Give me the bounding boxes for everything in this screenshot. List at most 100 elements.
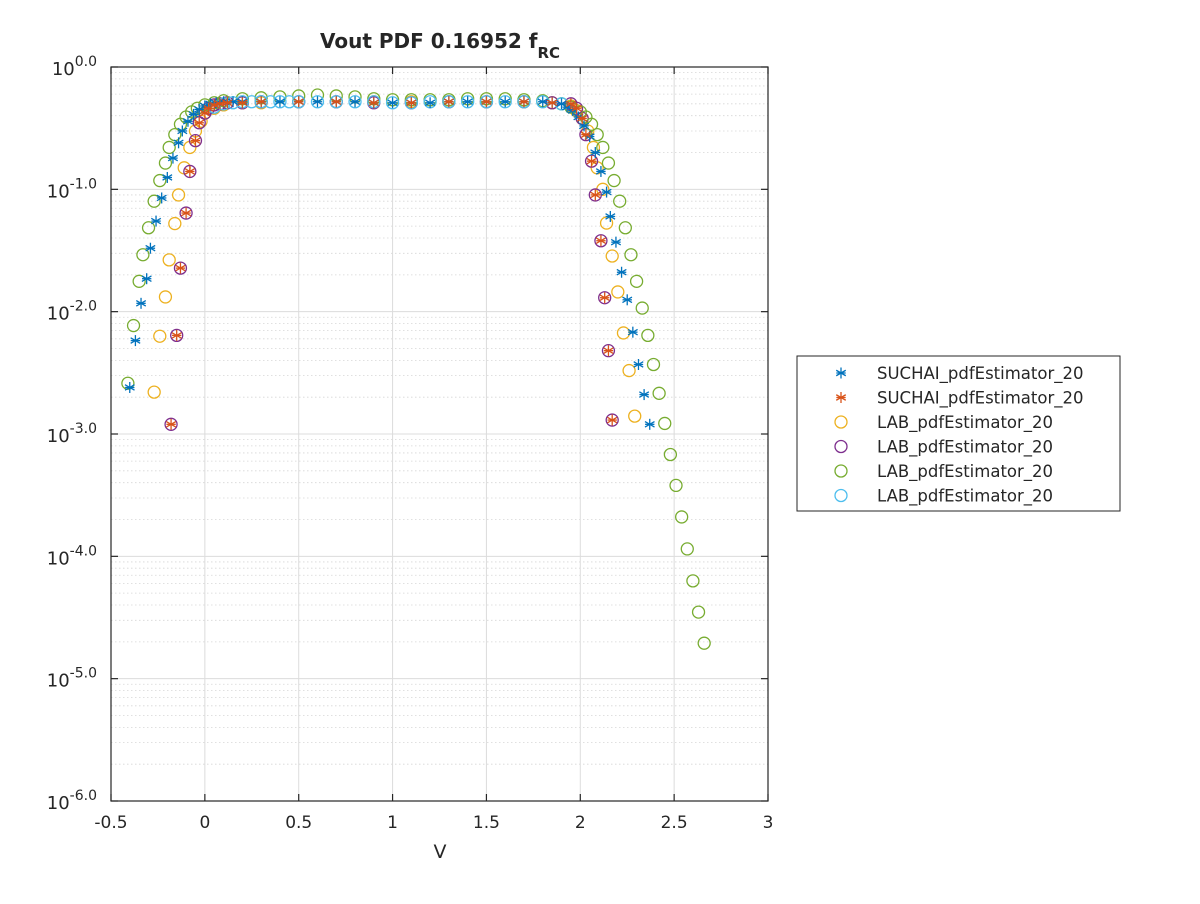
- data-point-circle: [158, 290, 173, 304]
- data-point-circle: [536, 95, 550, 109]
- star-marker: [180, 207, 192, 219]
- legend-marker: [834, 415, 848, 429]
- legend-entry: LAB_pdfEstimator_20: [834, 487, 1053, 507]
- data-point-circle: [545, 96, 559, 110]
- legend-entry: SUCHAI_pdfEstimator_20: [835, 389, 1084, 409]
- legend-entry: LAB_pdfEstimator_20: [834, 462, 1053, 482]
- data-point-circle: [141, 221, 156, 235]
- star-marker: [175, 262, 186, 274]
- star-marker: [162, 171, 173, 183]
- data-point-circle: [385, 96, 400, 110]
- star-marker: [518, 96, 530, 108]
- data-point-circle: [652, 386, 666, 400]
- legend-label: SUCHAI_pdfEstimator_20: [877, 364, 1084, 384]
- star-marker: [188, 108, 199, 120]
- star-marker: [406, 97, 417, 109]
- star-marker: [150, 215, 162, 227]
- data-point-circle: [461, 95, 475, 109]
- x-tick-label: 3: [763, 813, 774, 833]
- data-point-circle: [168, 216, 182, 231]
- y-tick-label: 10-3.0: [47, 421, 97, 447]
- star-marker: [274, 96, 286, 108]
- data-point-circle: [622, 363, 636, 378]
- star-marker: [481, 96, 492, 108]
- star-marker: [165, 418, 177, 430]
- data-point-circle: [658, 416, 672, 431]
- star-marker: [190, 135, 201, 147]
- data-point-circle: [404, 96, 418, 110]
- grid-layer: [110, 66, 769, 802]
- star-marker: [607, 414, 618, 426]
- star-marker: [627, 326, 638, 338]
- legend-entry: LAB_pdfEstimator_20: [834, 413, 1053, 433]
- star-marker: [167, 152, 179, 164]
- x-tick-label: 2: [575, 813, 586, 833]
- data-point-circle: [680, 542, 694, 556]
- data-point-circle: [697, 636, 711, 650]
- data-point-circle: [254, 95, 268, 109]
- star-marker: [256, 96, 267, 108]
- data-point-circle: [329, 95, 343, 109]
- star-marker: [124, 381, 135, 393]
- axes-layer: -0.5 0 0.5 1 1.5 2 2.5 3 100.0 10-1.0 10-2.0 10-3.0…: [47, 54, 774, 833]
- star-marker: [194, 117, 205, 129]
- y-tick-label: 10-5.0: [47, 666, 97, 692]
- star-marker: [135, 297, 147, 309]
- data-point-circle: [153, 173, 167, 188]
- star-marker: [577, 112, 588, 124]
- x-tick-label: 1.5: [473, 813, 500, 833]
- star-marker: [184, 165, 195, 177]
- data-point-circle: [162, 140, 176, 155]
- data-point-circle: [616, 326, 631, 340]
- data-point-circle: [162, 253, 176, 267]
- x-tick-label: 0: [199, 813, 210, 833]
- star-marker: [547, 97, 558, 109]
- data-point-circle: [613, 194, 627, 208]
- data-point-circle: [517, 95, 531, 109]
- data-point-circle: [669, 478, 683, 493]
- legend-marker: [834, 439, 848, 454]
- data-point-circle: [292, 95, 306, 109]
- data-point-circle: [611, 285, 625, 299]
- star-marker: [580, 129, 592, 141]
- data-point-circle: [348, 95, 362, 109]
- star-marker: [610, 236, 622, 248]
- legend-entry: SUCHAI_pdfEstimator_20: [835, 364, 1084, 384]
- chart-title: Vout PDF 0.16952 fRC: [320, 29, 560, 62]
- star-marker: [601, 186, 612, 198]
- star-marker: [586, 155, 597, 167]
- data-point-circle: [147, 385, 161, 399]
- data-point-circle: [590, 127, 604, 142]
- data-point-circle: [594, 234, 608, 248]
- data-point-circle: [310, 95, 325, 109]
- data-point-circle: [675, 510, 689, 524]
- star-marker: [644, 418, 655, 430]
- star-marker: [182, 115, 194, 127]
- x-tick-label: 1: [387, 813, 398, 833]
- star-marker: [145, 242, 156, 254]
- y-tick-label: 100.0: [52, 54, 97, 80]
- star-marker: [171, 329, 182, 341]
- x-axis-label: V: [434, 841, 447, 863]
- data-point-circle: [691, 605, 706, 619]
- star-marker: [835, 392, 847, 403]
- star-marker: [590, 147, 601, 159]
- star-marker: [173, 137, 184, 149]
- data-point-circle: [147, 194, 161, 208]
- star-marker: [639, 389, 650, 401]
- data-point-circle: [628, 409, 642, 423]
- data-point-circle: [607, 173, 621, 188]
- star-marker: [565, 98, 576, 110]
- data-point-circle: [192, 116, 206, 130]
- data-point-circle: [686, 574, 700, 588]
- legend-box: [796, 355, 1121, 512]
- data-point-circle: [164, 417, 178, 431]
- x-tick-label: -0.5: [94, 813, 127, 833]
- data-point-circle: [188, 134, 203, 148]
- star-marker: [387, 97, 398, 109]
- star-marker: [462, 96, 473, 108]
- star-marker: [571, 102, 582, 114]
- star-marker: [293, 96, 304, 108]
- star-marker: [537, 96, 548, 108]
